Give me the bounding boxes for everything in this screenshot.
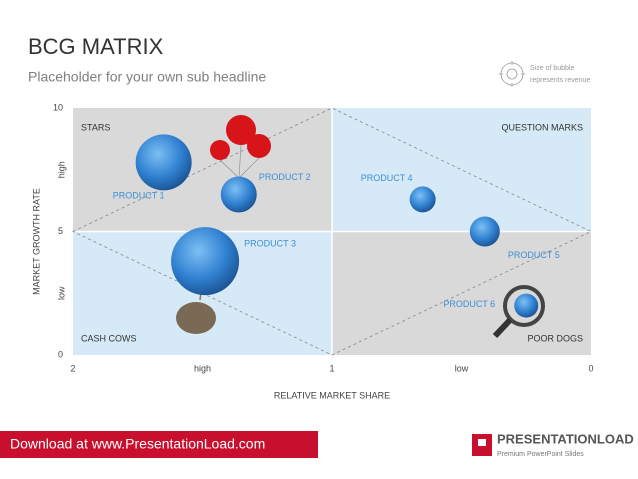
bubble-label: PRODUCT 2 (259, 172, 311, 182)
bubble (409, 186, 436, 213)
magnifier (503, 285, 545, 327)
bubble-label: PRODUCT 1 (113, 191, 165, 201)
balloon-string (219, 159, 240, 179)
y-tick-label: low (56, 286, 66, 300)
balloon-string (238, 157, 260, 179)
balloon-string (238, 144, 242, 179)
size-legend-text: Size of bubble (530, 65, 574, 72)
x-tick-label: high (194, 363, 211, 373)
bubble (135, 134, 192, 191)
x-tick-label: 0 (588, 363, 593, 373)
quadrant-label: CASH COWS (81, 333, 137, 343)
y-axis-title: MARKET GROWTH RATE (31, 188, 41, 295)
footer-cta[interactable]: Download at www.PresentationLoad.com (10, 436, 265, 452)
tagline: Premium PowerPoint Slides (497, 451, 584, 458)
bubble (220, 176, 257, 213)
x-tick-label: 2 (70, 363, 75, 373)
y-tick-label: 5 (58, 226, 63, 236)
x-axis-title: RELATIVE MARKET SHARE (274, 390, 390, 400)
balloon (226, 115, 256, 145)
y-tick-label: 0 (58, 349, 63, 359)
title: BCG MATRIX (28, 34, 164, 59)
quadrant-label: STARS (81, 122, 110, 132)
quadrant (73, 108, 332, 232)
y-tick-label: high (56, 161, 66, 178)
size-legend-text: represents revenue (530, 77, 590, 84)
y-tick-label: 10 (53, 102, 63, 112)
brand: PRESENTATIONLOAD (497, 431, 634, 446)
bubble-label: PRODUCT 5 (508, 250, 560, 260)
bubble (469, 216, 500, 247)
quadrant-label: POOR DOGS (527, 333, 583, 343)
x-tick-label: low (455, 363, 469, 373)
quadrant-label: QUESTION MARKS (501, 122, 583, 132)
money-bag (176, 302, 216, 334)
balloon (210, 140, 230, 160)
logo-icon (472, 434, 492, 456)
bubble (171, 227, 240, 296)
footer-bar (0, 431, 318, 458)
x-tick-label: 1 (329, 363, 334, 373)
diagonal (72, 107, 592, 356)
bubble-label: PRODUCT 3 (244, 239, 296, 249)
size-legend-icon (499, 61, 525, 87)
balloon (247, 134, 271, 158)
bubble-label: PRODUCT 6 (443, 299, 495, 309)
plot-area: STARS QUESTION MARKS CASH COWS POOR DOGS 2 hi… (31, 102, 593, 400)
magnifier-handle (492, 317, 513, 339)
decoration (176, 115, 545, 339)
quadrant (332, 108, 591, 232)
bubble (514, 293, 539, 318)
bubble-label: PRODUCT 4 (361, 173, 413, 183)
subtitle: Placeholder for your own sub headline (28, 69, 266, 85)
